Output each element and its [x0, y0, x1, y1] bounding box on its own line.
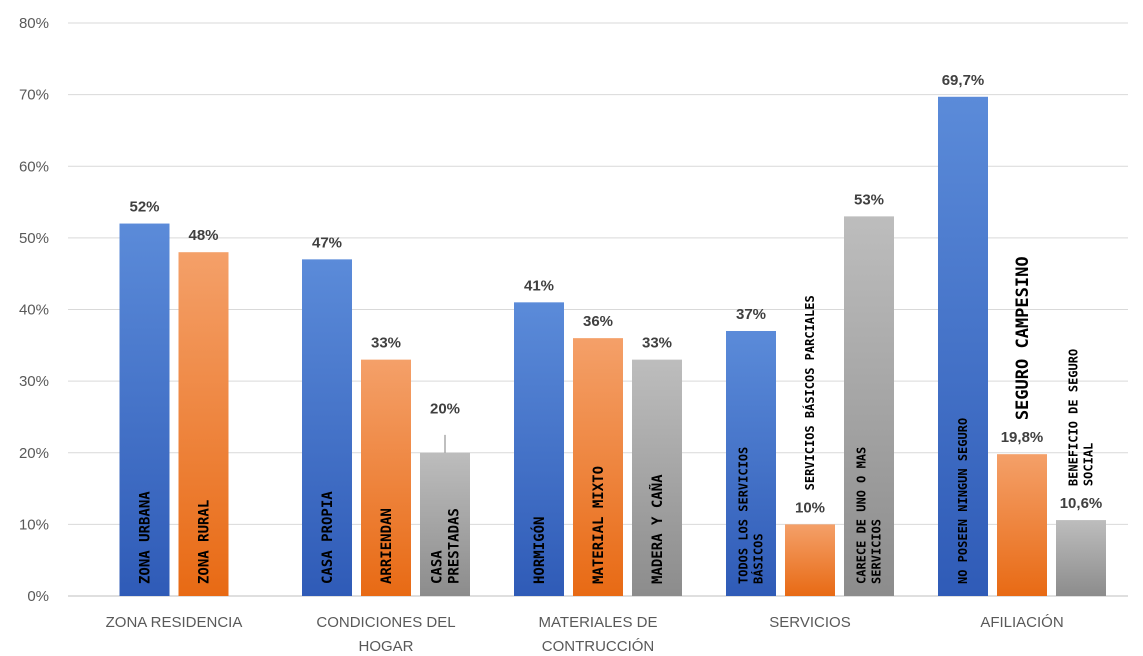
bar: [178, 252, 229, 596]
bar-label: CARECE DE UNO O MAS: [855, 447, 869, 584]
y-tick-label: 60%: [19, 158, 49, 175]
data-labels: 52% 48% 47% 33% 20% 41% 36% 33% 37% 10% 53% 69,7% 19…: [129, 72, 1102, 517]
y-tick-label: 30%: [19, 373, 49, 390]
category-label: HOGAR: [358, 638, 413, 655]
category-label: ZONA RESIDENCIA: [106, 614, 243, 631]
data-label: 19,8%: [1001, 429, 1044, 446]
bar-label: ARRIENDAN: [379, 508, 395, 584]
bar-label: SERVICIOS: [870, 519, 884, 584]
y-tick-label: 40%: [19, 302, 49, 319]
bar-label: SERVICIOS BÁSICOS PARCIALES: [802, 295, 817, 490]
y-tick-label: 20%: [19, 445, 49, 462]
y-tick-label: 10%: [19, 516, 49, 533]
bar: [361, 359, 411, 596]
gridlines: [68, 22, 1128, 597]
bars: [119, 96, 1106, 597]
bar-label: MADERA Y CAÑA: [649, 474, 666, 584]
bar: [119, 223, 170, 597]
bar-label: NO POSEEN NINGUN SEGURO: [956, 418, 970, 584]
bar-label: SOCIAL: [1082, 443, 1096, 486]
bar: [1056, 520, 1106, 596]
data-label: 48%: [188, 227, 218, 244]
data-label: 47%: [312, 234, 342, 251]
data-label: 20%: [430, 400, 460, 417]
y-tick-label: 80%: [19, 15, 49, 32]
data-label: 33%: [642, 335, 672, 352]
bar: [785, 524, 835, 596]
bar-label: PRESTADAS: [446, 508, 462, 584]
bar-label: BENEFICIO DE SEGURO: [1067, 349, 1081, 486]
data-label: 53%: [854, 191, 884, 208]
bar-label: BÁSICOS: [751, 533, 766, 584]
data-label: 36%: [583, 313, 613, 330]
bar: [302, 259, 352, 596]
bar-label: MATERIAL MIXTO: [591, 466, 607, 584]
data-label: 10%: [795, 499, 825, 516]
bar-label: TODOS LOS SERVICIOS: [737, 447, 751, 584]
bar-labels: ZONA URBANA ZONA RURAL CASA PROPIA ARRIENDA…: [137, 256, 1095, 584]
bar-label: SEGURO CAMPESINO: [1013, 256, 1033, 420]
data-label: 52%: [129, 199, 159, 216]
data-label: 10,6%: [1060, 495, 1103, 512]
data-label: 33%: [371, 335, 401, 352]
bar: [726, 330, 776, 596]
bar: [514, 302, 564, 596]
bar: [573, 338, 623, 596]
data-label: 69,7%: [942, 72, 985, 89]
bar: [997, 454, 1047, 596]
category-axis: ZONA RESIDENCIA CONDICIONES DEL HOGAR MATER…: [106, 614, 1064, 655]
y-tick-label: 70%: [19, 87, 49, 104]
y-axis: 0% 10% 20% 30% 40% 50% 60% 70% 80%: [19, 15, 49, 605]
category-label: MATERIALES DE: [539, 614, 658, 631]
bar-label: HORMIGÓN: [530, 517, 548, 584]
category-label: SERVICIOS: [769, 614, 850, 631]
category-label: AFILIACIÓN: [980, 614, 1063, 631]
y-tick-label: 0%: [27, 588, 49, 605]
bar: [632, 359, 682, 596]
category-label: CONTRUCCIÓN: [542, 638, 655, 655]
data-label: 41%: [524, 277, 554, 294]
bar-label: ZONA URBANA: [137, 491, 153, 584]
bar-label: ZONA RURAL: [196, 500, 212, 584]
bar: [420, 452, 470, 596]
bar-label: CASA PROPIA: [320, 491, 336, 584]
y-tick-label: 50%: [19, 230, 49, 247]
bar-label: CASA: [429, 550, 445, 584]
bar: [844, 216, 894, 596]
category-label: CONDICIONES DEL: [316, 614, 455, 631]
bar: [938, 96, 988, 597]
data-label: 37%: [736, 306, 766, 323]
